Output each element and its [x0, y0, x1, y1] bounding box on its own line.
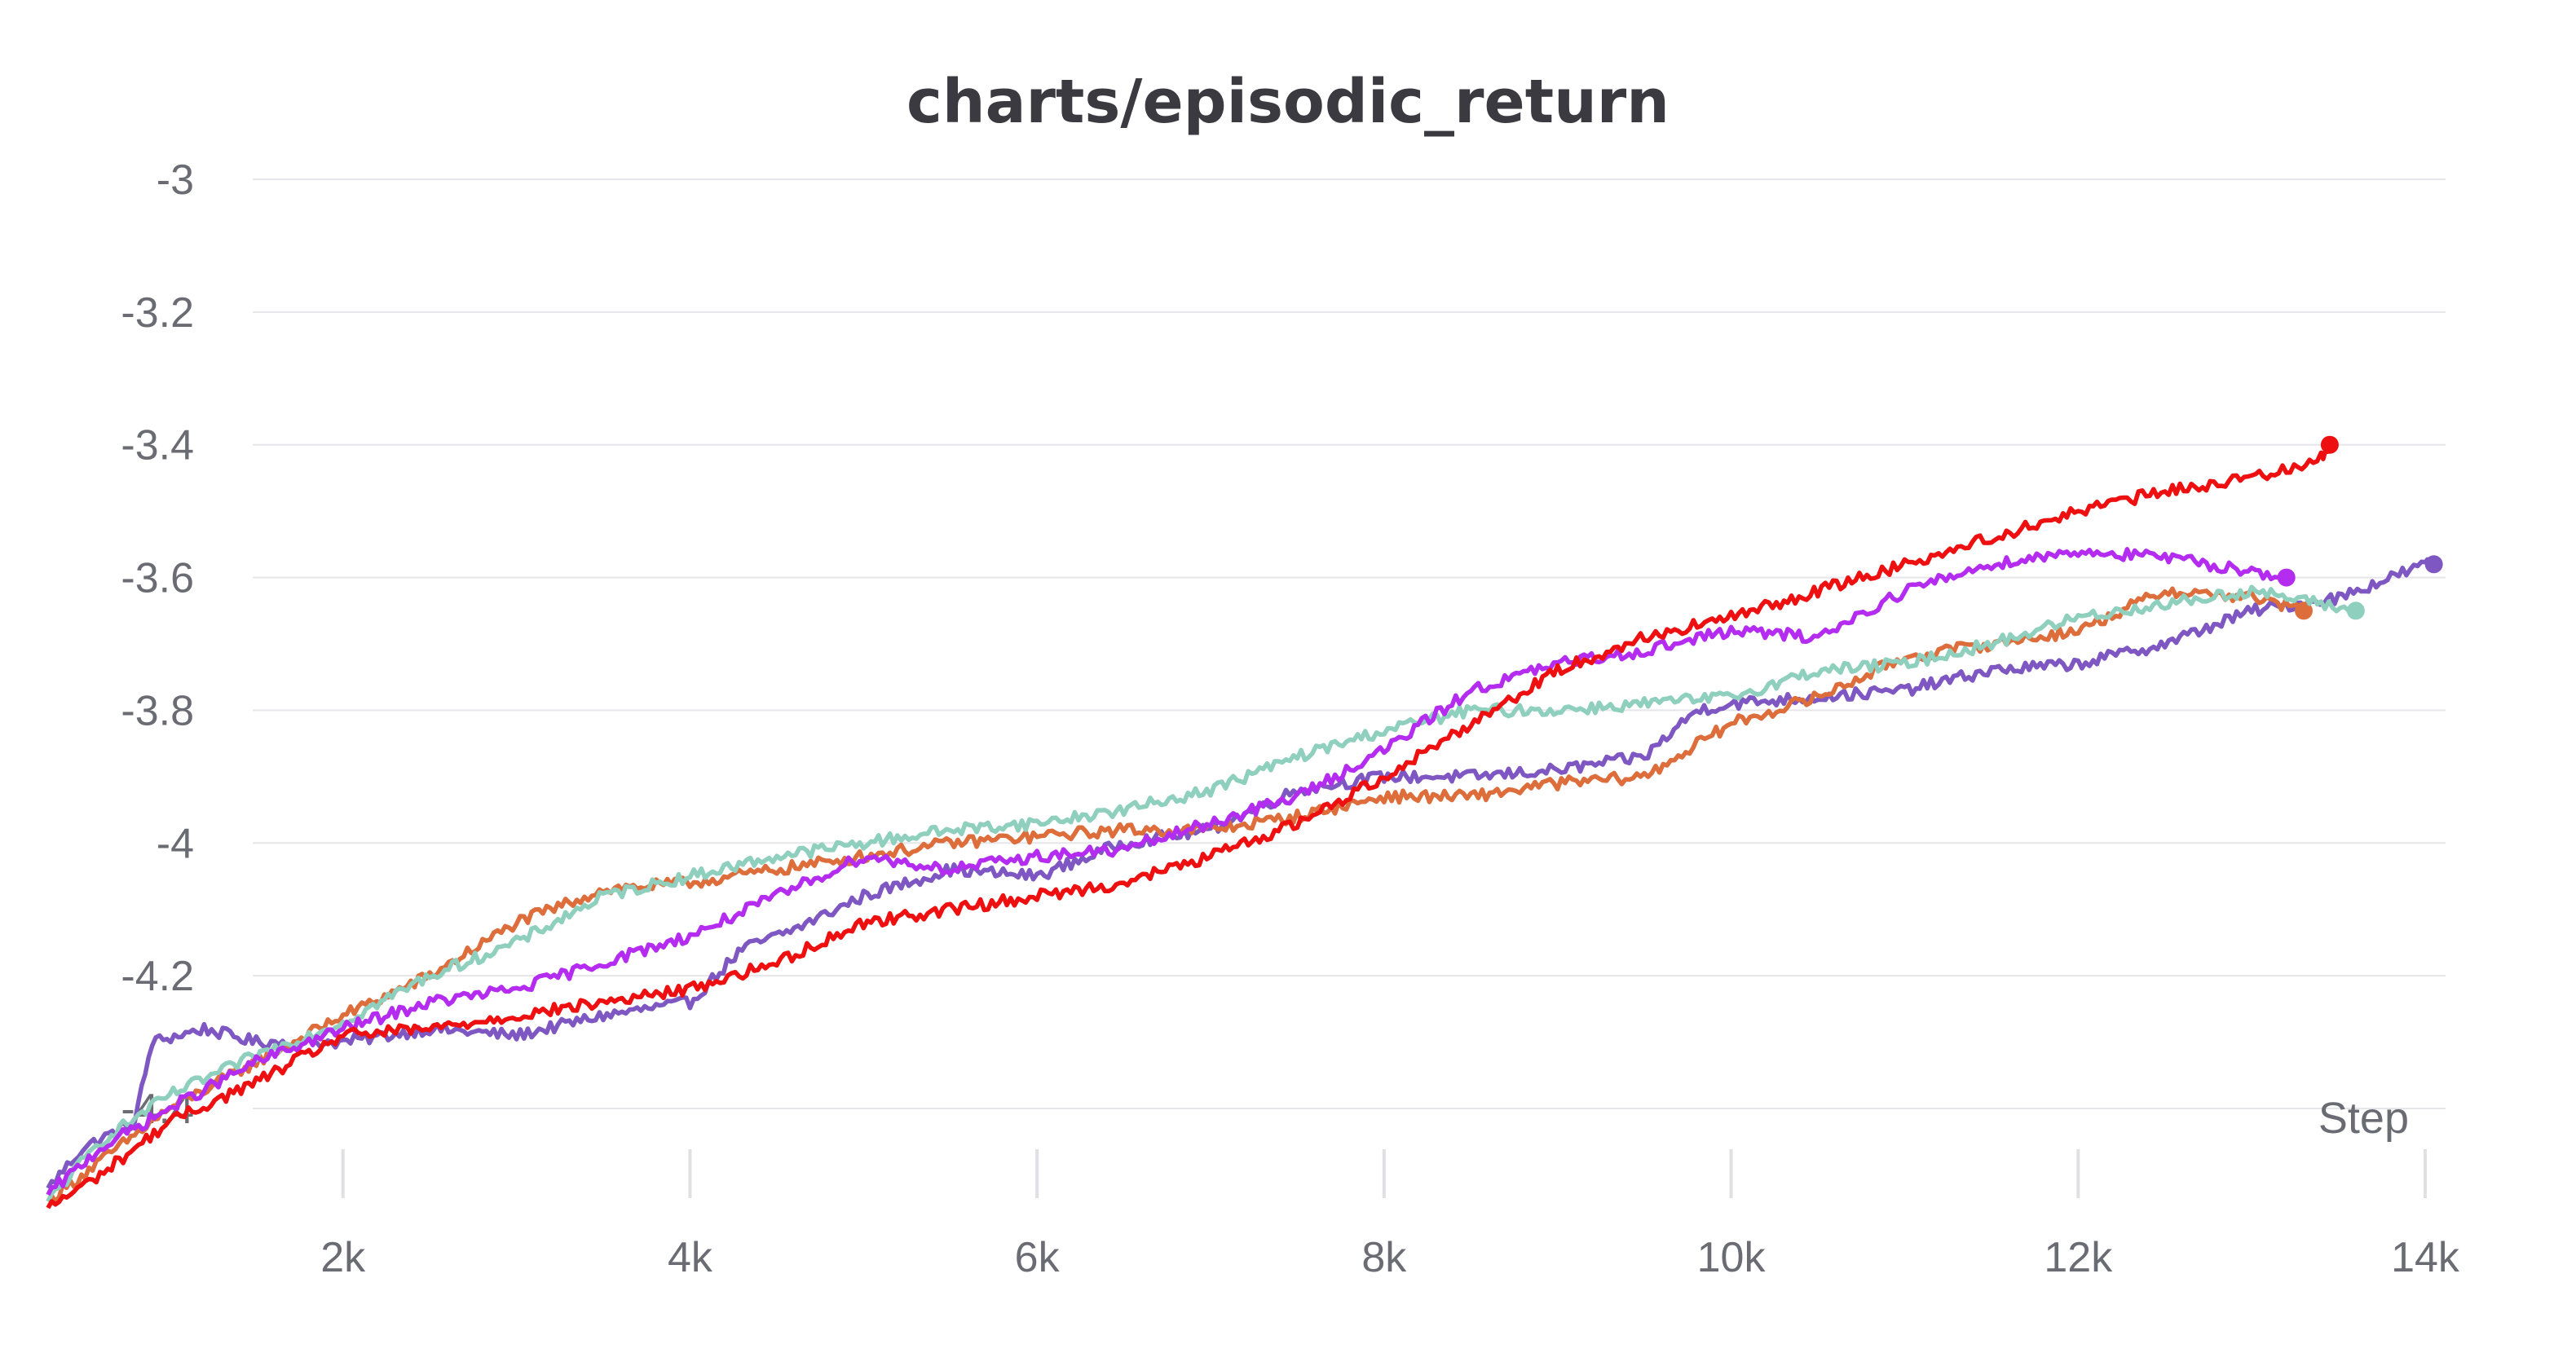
series-lines: [46, 435, 2443, 1210]
series-end-marker-0: [2424, 555, 2443, 574]
series-end-marker-1: [2295, 602, 2313, 620]
x-tick-label: 8k: [1361, 1234, 1407, 1281]
x-tick-label: 14k: [2391, 1234, 2460, 1281]
x-tick-label: 12k: [2044, 1234, 2113, 1281]
x-tick-label: 6k: [1015, 1234, 1061, 1281]
series-line-2: [46, 584, 2357, 1203]
series-end-marker-4: [2320, 435, 2339, 454]
series-end-marker-3: [2277, 568, 2296, 587]
series-line-3: [46, 547, 2288, 1197]
y-tick-label: -4: [157, 820, 194, 867]
series-end-marker-2: [2346, 602, 2365, 620]
chart-title: charts/episodic_return: [906, 67, 1670, 137]
y-tick-label: -3.4: [121, 422, 194, 469]
gridlines: [253, 178, 2446, 1109]
y-axis-ticks: -3-3.2-3.4-3.6-3.8-4-4.2-4.4: [121, 156, 194, 1133]
x-tick-label: 10k: [1697, 1234, 1767, 1281]
y-tick-label: -4.2: [121, 953, 194, 1000]
x-tick-label: 4k: [668, 1234, 713, 1281]
series-line-0: [46, 557, 2434, 1190]
series-line-4: [46, 443, 2332, 1210]
x-tick-label: 2k: [320, 1234, 366, 1281]
y-tick-label: -3.6: [121, 555, 194, 602]
y-tick-label: -3.8: [121, 687, 194, 734]
y-tick-label: -3: [157, 156, 194, 204]
y-tick-label: -3.2: [121, 289, 194, 337]
x-axis-label: Step: [2318, 1094, 2409, 1143]
x-axis-ticks: 2k 4k 6k 8k 10k 12k 14k: [320, 1149, 2460, 1281]
